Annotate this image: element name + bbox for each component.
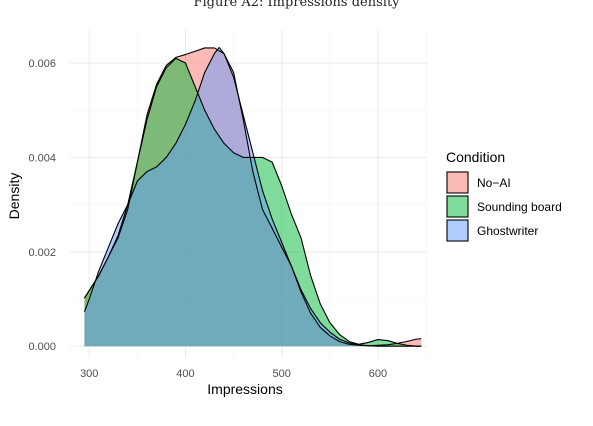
- y-tick-label: 0.000: [28, 341, 56, 353]
- legend-key-no-ai: [446, 171, 469, 194]
- x-tick-label: 400: [176, 368, 194, 380]
- y-axis-ticks: 0.000 0.002 0.004 0.006: [28, 58, 56, 353]
- y-tick-label: 0.004: [28, 152, 56, 164]
- x-tick-label: 500: [273, 368, 291, 380]
- x-axis-title: Impressions: [207, 381, 282, 397]
- density-outline-ghostwriter: [83, 46, 422, 347]
- legend-label-no-ai: No−AI: [477, 176, 511, 190]
- density-areas: [84, 47, 422, 347]
- y-tick-label: 0.006: [28, 58, 56, 70]
- legend-key-ghostwriter: [446, 219, 469, 242]
- density-outline-sounding-board: [83, 57, 422, 347]
- legend-key-sounding-board: [446, 195, 469, 218]
- y-axis-title: Density: [6, 173, 22, 220]
- chart-title: Figure A2: Impressions density: [193, 0, 400, 10]
- density-outlines: [83, 46, 422, 347]
- y-tick-label: 0.002: [28, 247, 56, 259]
- density-area-ghostwriter: [84, 47, 422, 347]
- x-tick-label: 600: [369, 368, 387, 380]
- x-axis-ticks: 300 400 500 600: [80, 368, 387, 380]
- x-tick-label: 300: [80, 368, 98, 380]
- legend: Condition No−AI Sounding board Ghostwriter: [446, 149, 562, 242]
- legend-label-ghostwriter: Ghostwriter: [477, 224, 538, 238]
- legend-title: Condition: [446, 149, 505, 165]
- legend-label-sounding-board: Sounding board: [477, 200, 562, 214]
